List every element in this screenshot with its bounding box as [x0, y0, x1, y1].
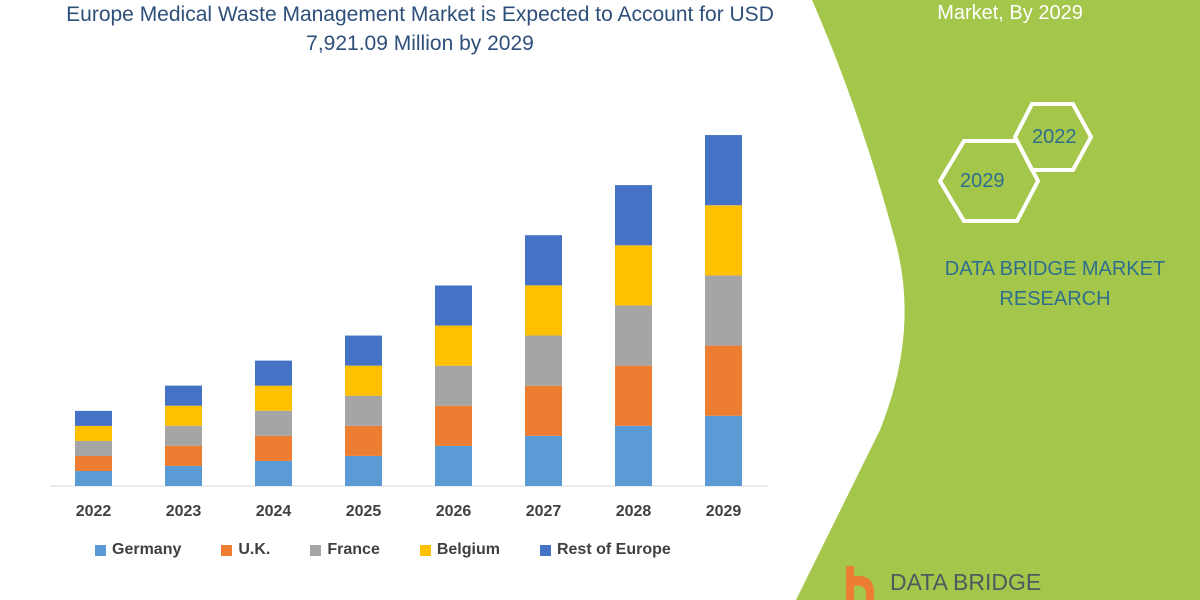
bar-2025-belgium: [345, 365, 382, 396]
x-tick-label: 2025: [345, 503, 382, 520]
legend-swatch: [95, 544, 106, 556]
bar-2028-belgium: [615, 245, 652, 306]
bar-2024-france: [255, 410, 292, 436]
legend: Germany U.K. France Belgium Rest of Europe: [95, 541, 711, 559]
legend-item: France: [310, 541, 380, 559]
bar-2029-belgium: [705, 205, 742, 276]
bar-2028-france: [615, 305, 652, 366]
bar-2022-france: [75, 440, 112, 456]
bar-2024-germany: [255, 460, 292, 486]
bar-2025-germany: [345, 455, 382, 486]
bar-2026-belgium: [435, 325, 472, 366]
legend-label: Germany: [112, 541, 182, 558]
bar-2028-germany: [615, 425, 652, 486]
bar-2025-france: [345, 395, 382, 426]
legend-label: U.K.: [238, 541, 271, 558]
green-panel: [796, 0, 1200, 600]
bar-2023-belgium: [165, 405, 202, 426]
bar-2024-rest-of-europe: [255, 360, 292, 386]
bar-2027-france: [525, 335, 562, 386]
x-tick-label: 2029: [705, 503, 742, 520]
legend-swatch: [310, 544, 322, 556]
legend-label: France: [327, 541, 380, 558]
bar-2023-rest-of-europe: [165, 385, 202, 406]
x-tick-label: 2023: [165, 503, 202, 520]
bar-2029-u-k-: [705, 345, 742, 416]
x-tick-label: 2027: [525, 503, 562, 520]
bar-2022-germany: [75, 470, 112, 486]
legend-swatch: [539, 544, 551, 556]
bar-2027-u-k-: [525, 385, 562, 436]
bars: [75, 135, 742, 486]
bar-2027-belgium: [525, 285, 562, 336]
bar-2028-rest-of-europe: [615, 185, 652, 246]
legend-swatch: [221, 544, 233, 556]
x-tick-label: 2028: [615, 503, 652, 520]
hex-label-2022: 2022: [1032, 126, 1077, 148]
bar-2026-france: [435, 365, 472, 406]
bar-2025-rest-of-europe: [345, 335, 382, 366]
bar-2023-germany: [165, 465, 202, 486]
hexagon-2022: [1012, 102, 1094, 172]
bar-2027-rest-of-europe: [525, 235, 562, 286]
logo-mark: [846, 566, 874, 600]
legend-item: Rest of Europe: [539, 541, 671, 559]
chart-title: Europe Medical Waste Management Market i…: [66, 3, 774, 55]
bar-2022-belgium: [75, 425, 112, 441]
bar-2029-france: [705, 275, 742, 346]
bar-2023-france: [165, 425, 202, 446]
hexagon-2029: [937, 139, 1041, 223]
x-tick-label: 2026: [435, 503, 472, 520]
legend-label: Belgium: [436, 541, 500, 558]
bar-2022-rest-of-europe: [75, 410, 112, 426]
legend-item: Belgium: [419, 541, 500, 559]
bar-2027-germany: [525, 435, 562, 486]
bar-2026-rest-of-europe: [435, 285, 472, 326]
x-tick-label: 2022: [75, 503, 112, 520]
bar-2026-germany: [435, 445, 472, 486]
bar-2023-u-k-: [165, 445, 202, 466]
bar-2025-u-k-: [345, 425, 382, 456]
hex-label-2029: 2029: [960, 170, 1005, 192]
x-tick-label: 2024: [255, 503, 292, 520]
bar-2024-u-k-: [255, 435, 292, 461]
logo-text: DATA BRIDGE: [890, 569, 1042, 595]
side-title: Market, By 2029: [937, 2, 1083, 24]
bar-2024-belgium: [255, 385, 292, 411]
bar-2029-rest-of-europe: [705, 135, 742, 206]
legend-swatch: [419, 544, 431, 556]
bar-2029-germany: [705, 415, 742, 486]
brand-text: DATA BRIDGE MARKET RESEARCH: [944, 258, 1166, 310]
bar-2026-u-k-: [435, 405, 472, 446]
legend-item: U.K.: [221, 541, 270, 559]
legend-item: Germany: [95, 541, 181, 559]
legend-label: Rest of Europe: [556, 541, 671, 558]
bar-2028-u-k-: [615, 365, 652, 426]
bar-2022-u-k-: [75, 455, 112, 471]
